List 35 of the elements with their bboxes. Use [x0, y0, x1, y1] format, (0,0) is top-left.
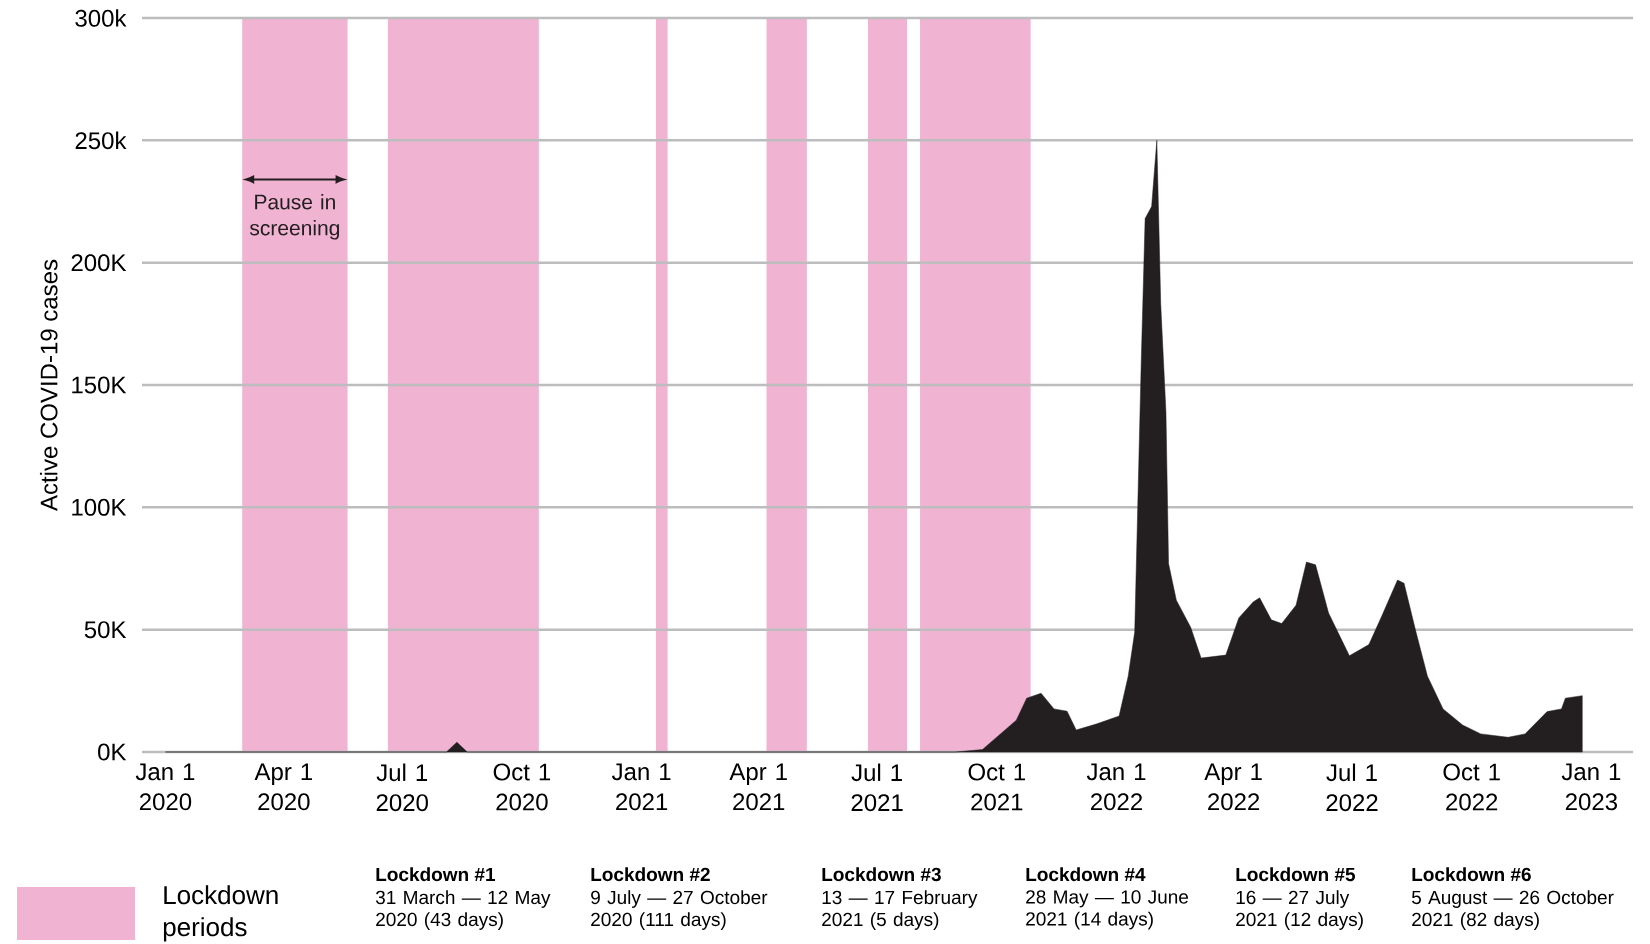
- x-tick-label: Oct 1 2022: [1443, 763, 1500, 811]
- text: 13 — 17 February 2021 (5 days): [822, 890, 978, 930]
- x-tick-label: Apr 1 2020: [254, 763, 312, 811]
- y-tick-label: 0K: [98, 743, 127, 761]
- x-tick-label: Apr 1 2021: [729, 763, 787, 811]
- text: Lockdown #3: [822, 867, 941, 882]
- y-tick-label: 50K: [84, 621, 127, 639]
- text: Lockdown #5: [1236, 867, 1356, 882]
- text: 9 July — 27 October 2020 (111 days): [591, 890, 768, 930]
- x-tick-label: Oct 1 2021: [968, 763, 1025, 811]
- text: 31 March — 12 May 2020 (43 days): [375, 890, 551, 930]
- text: 5 August — 26 October 2021 (82 days): [1411, 890, 1614, 930]
- text: Lockdown #2: [591, 867, 710, 882]
- text: 28 May — 10 June 2021 (14 days): [1026, 890, 1189, 930]
- y-tick-label: 300k: [75, 9, 127, 27]
- text: Lockdown #4: [1026, 867, 1146, 882]
- y-tick-label: 200K: [71, 254, 127, 272]
- text: Lockdown #1: [376, 867, 496, 882]
- y-tick-label: 150K: [72, 376, 127, 394]
- x-tick-label: Jan 1 2022: [1086, 763, 1146, 811]
- x-tick-label: Jul 1 2022: [1326, 763, 1378, 812]
- x-tick-label: Jul 1 2021: [851, 763, 903, 812]
- x-tick-label: Jan 1 2021: [611, 763, 671, 811]
- y-tick-label: 100K: [72, 498, 127, 516]
- x-tick-label: Jul 1 2020: [376, 763, 428, 812]
- x-tick-label: Jan 1 2020: [135, 763, 195, 811]
- annotation: Pause in screening: [249, 194, 340, 240]
- y-tick-label: 250k: [75, 131, 127, 150]
- x-tick-label: Apr 1 2022: [1204, 763, 1262, 811]
- x-tick-label: Jan 1 2023: [1561, 763, 1621, 811]
- x-tick-label: Oct 1 2020: [493, 763, 551, 811]
- y-axis-title: Active COVID-19 cases: [39, 259, 58, 511]
- text: Lockdown #6: [1412, 867, 1531, 882]
- text: 16 — 27 July 2021 (12 days): [1236, 890, 1363, 930]
- legend-label: Lockdown periods: [163, 885, 278, 942]
